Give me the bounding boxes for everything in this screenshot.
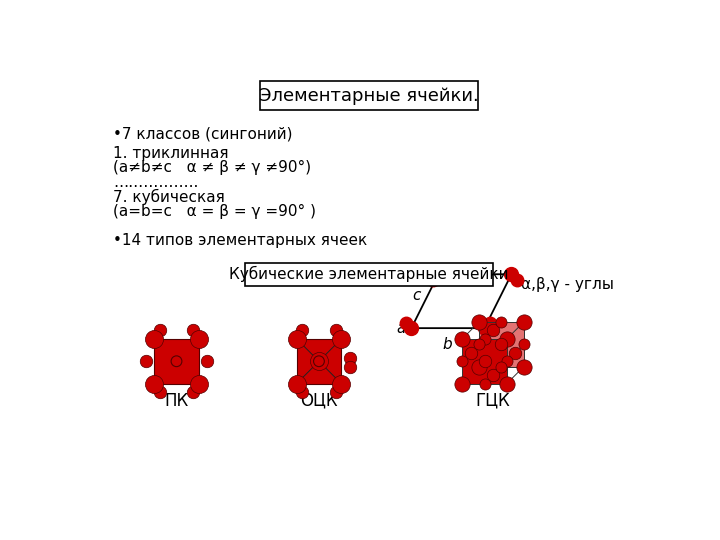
FancyBboxPatch shape [245, 262, 493, 286]
Text: b: b [443, 338, 452, 353]
Text: (a≠b≠c   α ≠ β ≠ γ ≠90°): (a≠b≠c α ≠ β ≠ γ ≠90°) [113, 160, 312, 176]
Bar [462, 339, 507, 383]
Text: •7 классов (сингоний): •7 классов (сингоний) [113, 126, 293, 141]
Text: 7. кубическая: 7. кубическая [113, 189, 225, 205]
Text: ПК: ПК [164, 392, 189, 409]
FancyBboxPatch shape [261, 81, 477, 110]
Text: α,β,γ - углы: α,β,γ - углы [521, 276, 614, 292]
Text: ……………..: …………….. [113, 175, 199, 190]
Text: ОЦК: ОЦК [300, 392, 338, 409]
Text: a: a [397, 321, 406, 336]
Text: ГЦК: ГЦК [476, 392, 510, 409]
Text: •14 типов элементарных ячеек: •14 типов элементарных ячеек [113, 233, 368, 248]
Text: (a=b=c   α = β = γ =90° ): (a=b=c α = β = γ =90° ) [113, 204, 316, 219]
Bar [154, 339, 199, 383]
Text: Кубические элементарные ячейки: Кубические элементарные ячейки [229, 266, 509, 282]
Text: c: c [413, 288, 420, 303]
Text: Элементарные ячейки.: Элементарные ячейки. [259, 86, 479, 105]
Bar [297, 339, 341, 383]
Bar [479, 322, 523, 367]
Text: 1. триклинная: 1. триклинная [113, 146, 229, 161]
